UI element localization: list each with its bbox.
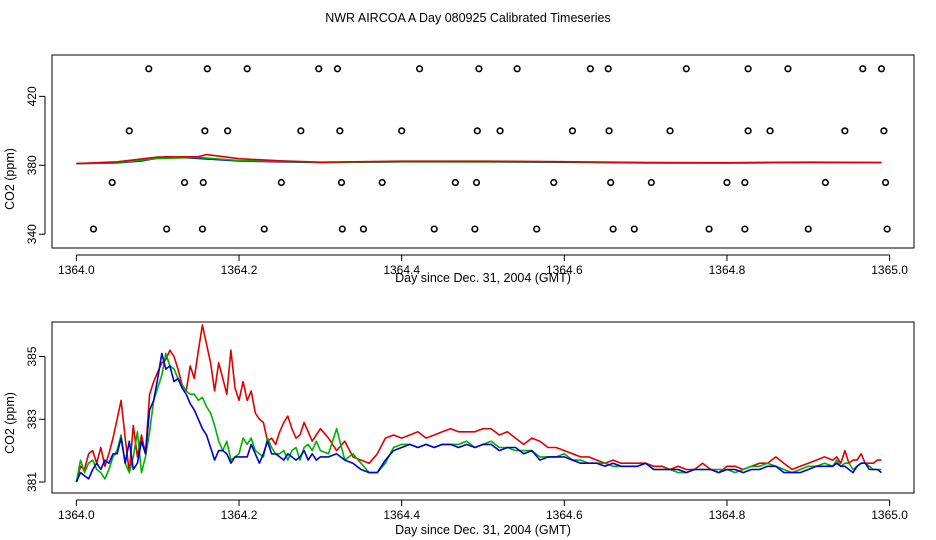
- data-point: [224, 127, 232, 135]
- data-point: [766, 127, 774, 135]
- data-point: [804, 225, 812, 233]
- data-point: [337, 178, 346, 187]
- y-tick-label: 420: [25, 86, 39, 106]
- data-point: [682, 65, 690, 73]
- data-point: [568, 127, 577, 135]
- data-point: [260, 225, 268, 233]
- x-tick-label: 1364.8: [709, 263, 746, 277]
- data-point: [277, 178, 285, 187]
- x-tick-label: 1365.0: [871, 508, 908, 522]
- data-point: [475, 65, 483, 73]
- x-tick-label: 1364.6: [546, 263, 583, 277]
- data-point: [880, 127, 888, 135]
- bottom-x-axis-label: Day since Dec. 31, 2004 (GMT): [395, 523, 571, 537]
- data-point: [859, 65, 867, 73]
- data-point: [201, 127, 209, 135]
- data-point: [398, 127, 406, 135]
- data-point: [451, 178, 459, 187]
- bottom-series-layer: [75, 324, 882, 483]
- data-point: [415, 65, 424, 73]
- bottom-y-axis-label: CO2 (ppm): [3, 392, 17, 454]
- data-point: [359, 225, 368, 233]
- top-axis-layer: 1364.0 1364.2 1364.4 1364.6 1364.8 1365.0 340 3…: [25, 86, 908, 277]
- x-tick-label: 1364.6: [546, 508, 583, 522]
- data-point: [473, 127, 481, 135]
- data-point: [705, 225, 713, 233]
- data-point: [315, 65, 323, 73]
- data-point: [550, 178, 558, 187]
- y-tick-label: 381: [25, 472, 39, 492]
- data-point: [609, 225, 617, 233]
- data-point: [203, 65, 211, 73]
- data-point: [145, 65, 153, 73]
- data-point: [586, 65, 594, 73]
- data-point: [741, 178, 749, 187]
- data-point: [125, 127, 133, 135]
- top-x-axis-label: Day since Dec. 31, 2004 (GMT): [395, 271, 571, 285]
- x-tick-label: 1364.0: [58, 263, 95, 277]
- x-tick-label: 1364.0: [58, 508, 95, 522]
- x-tick-label: 1364.4: [383, 263, 420, 277]
- data-point: [336, 127, 344, 135]
- data-point: [533, 225, 541, 233]
- data-point: [297, 127, 305, 135]
- data-point: [89, 225, 98, 233]
- data-point: [430, 225, 438, 233]
- top-plot-frame: [51, 54, 915, 249]
- y-tick-label: 340: [25, 224, 39, 244]
- data-point: [605, 127, 613, 135]
- y-tick-label: 380: [25, 155, 39, 175]
- data-point: [604, 65, 612, 73]
- data-point: [163, 225, 171, 233]
- data-point: [243, 65, 251, 73]
- top-series-layer: [76, 65, 891, 233]
- data-point: [108, 178, 116, 187]
- data-point: [496, 127, 504, 135]
- x-tick-label: 1364.8: [709, 508, 746, 522]
- data-point: [784, 65, 792, 73]
- data-point: [744, 127, 752, 135]
- data-point: [199, 178, 207, 187]
- bottom-axis-layer: 1364.0 1364.2 1364.4 1364.6 1364.8 1365.0 381 3…: [25, 346, 908, 522]
- data-point: [821, 178, 829, 187]
- top-y-axis-label: CO2 (ppm): [3, 148, 17, 210]
- x-tick-label: 1364.2: [221, 263, 258, 277]
- data-point: [666, 127, 674, 135]
- data-point: [198, 225, 207, 233]
- green-series-line: [75, 352, 882, 483]
- top-scatter-panel: 1364.0 1364.2 1364.4 1364.6 1364.8 1365.0 340 3…: [3, 54, 915, 285]
- x-tick-label: 1364.4: [383, 508, 420, 522]
- data-point: [883, 225, 891, 233]
- blue-series-line: [75, 352, 882, 483]
- x-tick-label: 1364.2: [221, 508, 258, 522]
- data-point: [333, 65, 342, 73]
- y-tick-label: 383: [25, 409, 39, 429]
- data-point: [647, 178, 655, 187]
- data-point: [472, 178, 481, 187]
- y-tick-label: 385: [25, 346, 39, 366]
- data-point: [881, 178, 890, 187]
- figure-title: NWR AIRCOA A Day 080925 Calibrated Times…: [325, 11, 611, 25]
- data-point: [607, 178, 615, 187]
- data-point: [741, 225, 749, 233]
- red-series-line: [76, 153, 882, 165]
- data-point: [513, 65, 521, 73]
- data-point: [630, 225, 638, 233]
- data-point: [471, 225, 479, 233]
- data-point: [180, 178, 189, 187]
- data-point: [877, 65, 886, 73]
- data-point: [378, 178, 386, 187]
- data-point: [841, 127, 849, 135]
- bottom-line-panel: 1364.0 1364.2 1364.4 1364.6 1364.8 1365.0 381 3…: [3, 321, 915, 537]
- data-point: [338, 225, 346, 233]
- data-point: [723, 178, 731, 187]
- data-point: [744, 65, 752, 73]
- bottom-plot-frame: [51, 321, 915, 494]
- x-tick-label: 1365.0: [871, 263, 908, 277]
